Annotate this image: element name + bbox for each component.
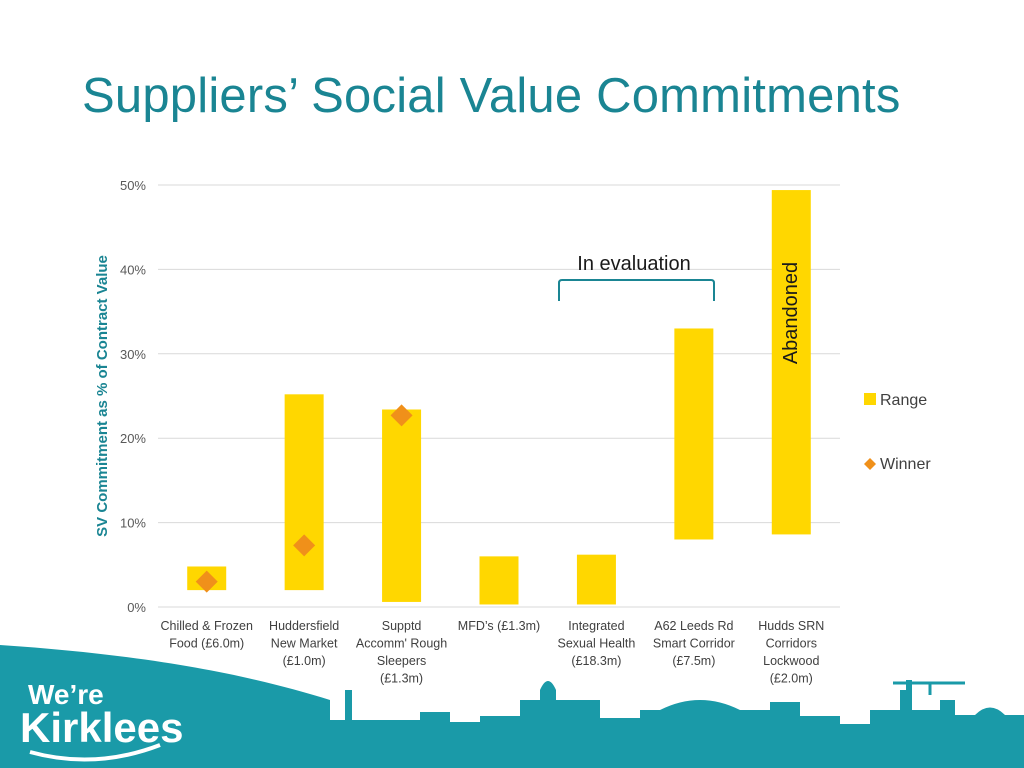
range-bar [284,394,324,591]
legend-range-swatch [864,393,876,405]
y-tick-label: 30% [120,347,146,362]
page-title: Suppliers’ Social Value Commitments [82,69,901,123]
legend: Range Winner [864,392,931,473]
x-category-label: Huddersfield New Market (£1.0m) [269,619,339,668]
kirklees-logo: We’re Kirklees [20,679,183,762]
in-evaluation-label: In evaluation [577,253,690,275]
x-category-label: A62 Leeds Rd Smart Corridor (£7.5m) [653,619,735,668]
logo-smile-icon [29,743,161,762]
x-category-label: Chilled & Frozen Food (£6.0m) [161,619,253,651]
chart-gridlines [158,184,840,608]
in-evaluation-bracket [558,279,715,301]
x-axis-categories: Chilled & Frozen Food (£6.0m) Huddersfield… [161,619,825,686]
crane-icon [893,681,965,720]
winner-markers [195,404,413,593]
x-category-label: Supptd Accomm' Rough Sleepers (£1.3m) [356,619,447,686]
x-category-label: Hudds SRN Corridors Lockwood (£2.0m) [758,619,824,686]
y-tick-label: 50% [120,178,146,193]
winner-marker [195,570,218,593]
range-bar [674,328,714,540]
y-tick-label: 40% [120,262,146,277]
footer-band [0,645,1024,768]
logo-line1: We’re [28,679,104,710]
logo-line2: Kirklees [20,704,183,751]
winner-marker [293,534,316,557]
skyline-silhouette [290,680,1024,768]
y-tick-label: 20% [120,431,146,446]
y-tick-label: 10% [120,516,146,531]
legend-range-label: Range [880,392,927,409]
abandoned-label: Abandoned [780,262,802,364]
footer-wave [0,645,330,768]
y-axis-label: SV Commitment as % of Contract Value [94,255,111,537]
range-bars [187,190,811,605]
legend-winner-swatch [864,458,876,470]
range-bar [479,556,519,605]
y-tick-label: 0% [127,600,146,615]
x-category-label: MFD’s (£1.3m) [458,619,540,633]
range-bar [576,554,616,605]
legend-winner-label: Winner [880,456,931,473]
y-axis-ticks: 0% 10% 20% 30% 40% 50% [120,178,146,615]
winner-marker [390,404,413,427]
range-bar [771,190,811,535]
x-category-label: Integrated Sexual Health (£18.3m) [558,619,636,668]
range-bar [382,409,422,602]
